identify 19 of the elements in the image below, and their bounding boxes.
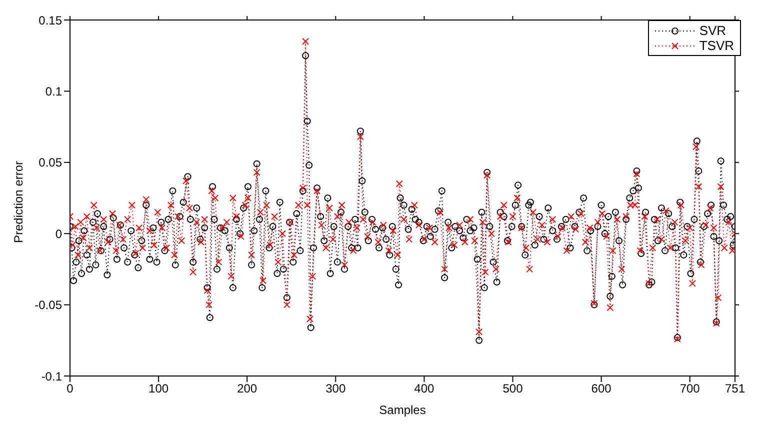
y-tick-label: -0.1 bbox=[41, 369, 62, 384]
x-axis-title: Samples bbox=[379, 403, 426, 417]
x-tick-label: 500 bbox=[502, 382, 524, 396]
y-tick-label: 0.15 bbox=[38, 13, 62, 28]
y-tick-label: 0.05 bbox=[38, 156, 62, 170]
x-tick-label: 751 bbox=[724, 382, 746, 396]
y-tick-label: -0.05 bbox=[34, 298, 62, 312]
x-tick-label: 300 bbox=[326, 382, 346, 396]
legend-label: SVR bbox=[699, 23, 726, 38]
x-tick-label: 200 bbox=[237, 382, 258, 396]
x-tick-label: 100 bbox=[148, 382, 169, 396]
legend-label: TSVR bbox=[699, 38, 734, 53]
x-tick-label: 700 bbox=[680, 382, 700, 396]
x-tick-label: 0 bbox=[66, 382, 74, 396]
y-axis-title: Prediction error bbox=[11, 160, 26, 243]
y-tick-label: 0.1 bbox=[45, 84, 62, 98]
x-tick-label: 400 bbox=[414, 382, 435, 396]
y-tick-label: 0 bbox=[55, 226, 62, 241]
x-tick-label: 600 bbox=[591, 382, 612, 396]
